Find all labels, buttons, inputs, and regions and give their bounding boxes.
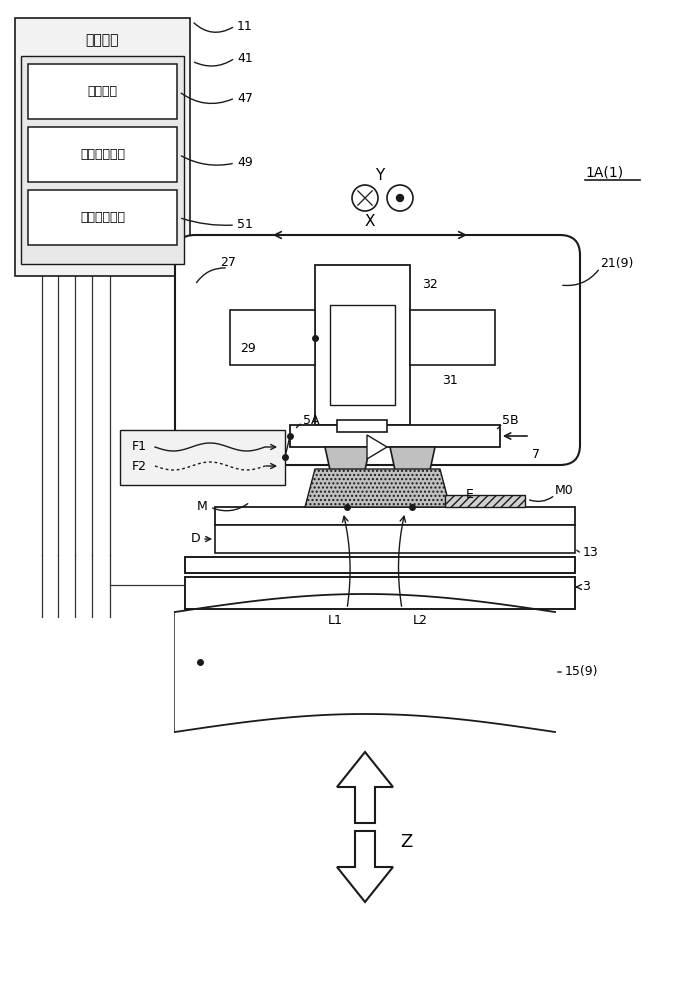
- Polygon shape: [337, 752, 393, 823]
- Bar: [185, 557, 575, 573]
- Text: 控制程序: 控制程序: [86, 33, 119, 47]
- Circle shape: [397, 194, 404, 202]
- Text: F1: F1: [132, 440, 147, 454]
- Text: Y: Y: [376, 167, 385, 182]
- Bar: [290, 425, 500, 447]
- Polygon shape: [305, 469, 450, 507]
- Bar: [410, 310, 495, 365]
- Text: M: M: [197, 500, 207, 514]
- Bar: [28, 127, 177, 182]
- Text: E: E: [466, 488, 474, 502]
- Bar: [21, 56, 184, 264]
- Text: 5B: 5B: [502, 414, 519, 426]
- Text: 49: 49: [237, 156, 253, 169]
- Text: 51: 51: [237, 219, 253, 232]
- Text: 位置控制功能: 位置控制功能: [80, 211, 125, 224]
- Bar: [215, 507, 575, 525]
- Polygon shape: [445, 495, 525, 507]
- Polygon shape: [337, 831, 393, 902]
- Bar: [337, 420, 387, 432]
- Text: 1A(1): 1A(1): [585, 166, 623, 180]
- Text: 15(9): 15(9): [565, 666, 599, 678]
- Text: X: X: [365, 214, 375, 229]
- Text: 29: 29: [240, 342, 256, 355]
- Bar: [120, 430, 285, 485]
- Polygon shape: [390, 447, 435, 507]
- Text: D: D: [190, 532, 200, 546]
- Bar: [185, 577, 575, 609]
- Bar: [15, 18, 190, 276]
- Text: 能量施加功能: 能量施加功能: [80, 148, 125, 161]
- Bar: [215, 525, 575, 553]
- Text: 11: 11: [237, 19, 253, 32]
- Text: Z: Z: [400, 833, 412, 851]
- Bar: [330, 305, 395, 405]
- Bar: [28, 64, 177, 119]
- Text: 喷吐功能: 喷吐功能: [88, 85, 118, 98]
- Text: 13: 13: [583, 546, 599, 560]
- Polygon shape: [367, 435, 387, 459]
- Text: 32: 32: [422, 278, 438, 292]
- Text: L2: L2: [413, 614, 427, 628]
- Bar: [315, 265, 410, 425]
- Text: 47: 47: [237, 92, 253, 104]
- Text: L1: L1: [328, 614, 342, 628]
- Text: M0: M0: [555, 484, 574, 496]
- Text: 27: 27: [220, 256, 236, 269]
- Text: 7: 7: [532, 448, 540, 462]
- Text: 5A: 5A: [303, 414, 319, 426]
- FancyBboxPatch shape: [175, 235, 580, 465]
- Bar: [28, 190, 177, 245]
- Text: 3: 3: [582, 580, 590, 593]
- Text: 21(9): 21(9): [600, 256, 634, 269]
- Text: 31: 31: [442, 373, 458, 386]
- Bar: [230, 310, 315, 365]
- Text: F2: F2: [132, 460, 147, 473]
- Text: 41: 41: [237, 51, 253, 64]
- Polygon shape: [325, 447, 370, 507]
